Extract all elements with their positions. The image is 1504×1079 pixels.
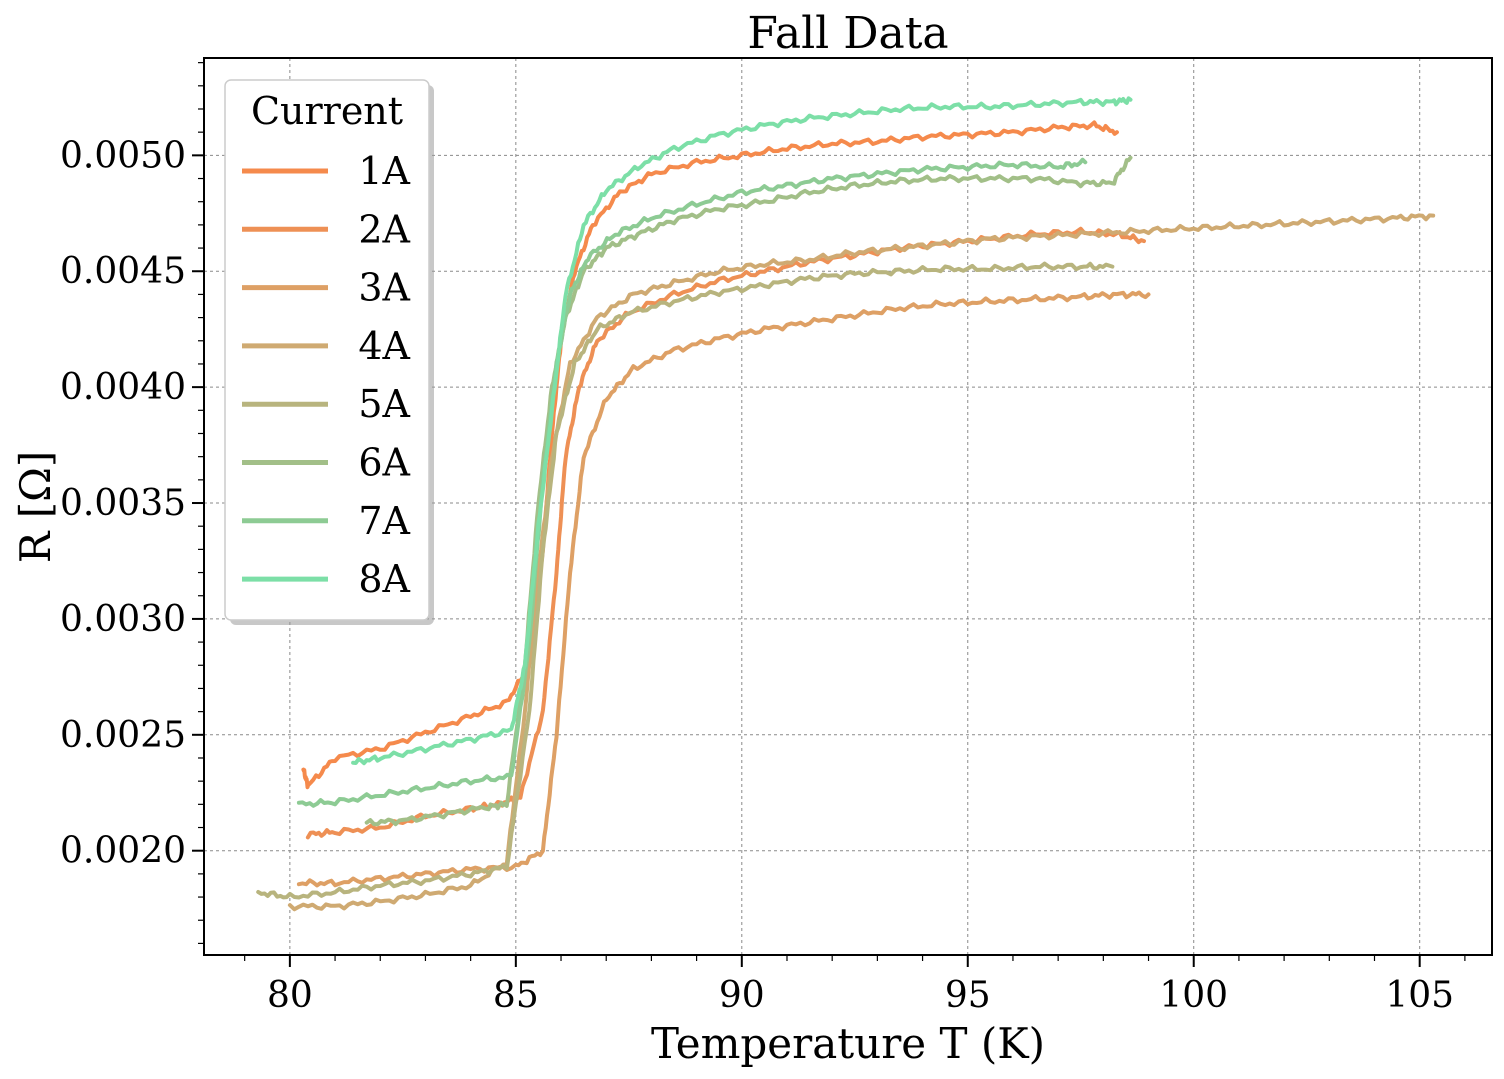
x-tick-label: 90 xyxy=(719,975,765,1016)
x-tick-label: 85 xyxy=(493,975,539,1016)
y-tick-label: 0.0045 xyxy=(60,251,186,292)
series-line-3A xyxy=(296,290,1151,888)
series-line-4A xyxy=(287,213,1436,912)
legend-box xyxy=(224,79,430,621)
series-line-1A xyxy=(301,120,1119,790)
x-tick-label: 105 xyxy=(1385,975,1454,1016)
legend-label-7A: 7A xyxy=(358,499,410,543)
x-axis-label: Temperature T (K) xyxy=(651,1019,1045,1068)
series-line-8A xyxy=(351,96,1133,766)
x-tick-label: 100 xyxy=(1159,975,1228,1016)
plot-series xyxy=(256,96,1436,912)
legend-label-2A: 2A xyxy=(358,207,410,251)
plot-frame xyxy=(203,57,1493,956)
y-axis-label: R [Ω] xyxy=(11,451,60,564)
y-tick-label: 0.0030 xyxy=(60,599,186,640)
legend-title: Current xyxy=(251,89,403,133)
legend-label-1A: 1A xyxy=(358,149,410,193)
chart-title: Fall Data xyxy=(747,8,948,59)
series-line-6A xyxy=(364,155,1133,827)
x-tick-label: 95 xyxy=(945,975,991,1016)
y-tick-label: 0.0020 xyxy=(60,831,186,872)
legend-label-4A: 4A xyxy=(358,324,410,368)
legend-label-5A: 5A xyxy=(358,382,410,426)
series-line-7A xyxy=(296,157,1088,808)
y-axis-ticks: 0.0020 0.0025 0.0030 0.0035 0.0040 0.0045 0.00… xyxy=(60,62,204,945)
y-tick-label: 0.0050 xyxy=(60,135,186,176)
legend-label-8A: 8A xyxy=(358,557,410,601)
x-axis-ticks: 80 85 90 95 100 105 xyxy=(244,955,1466,1016)
legend: Current 1A 2A 3A 4A 5A 6A 7A 8A xyxy=(224,79,434,625)
y-tick-label: 0.0040 xyxy=(60,367,186,408)
y-tick-label: 0.0025 xyxy=(60,715,186,756)
legend-items: 1A 2A 3A 4A 5A 6A 7A 8A xyxy=(242,149,411,601)
y-tick-label: 0.0035 xyxy=(60,483,186,524)
x-tick-label: 80 xyxy=(267,975,313,1016)
legend-label-6A: 6A xyxy=(358,441,410,485)
legend-label-3A: 3A xyxy=(358,266,410,310)
series-line-5A xyxy=(256,261,1115,900)
